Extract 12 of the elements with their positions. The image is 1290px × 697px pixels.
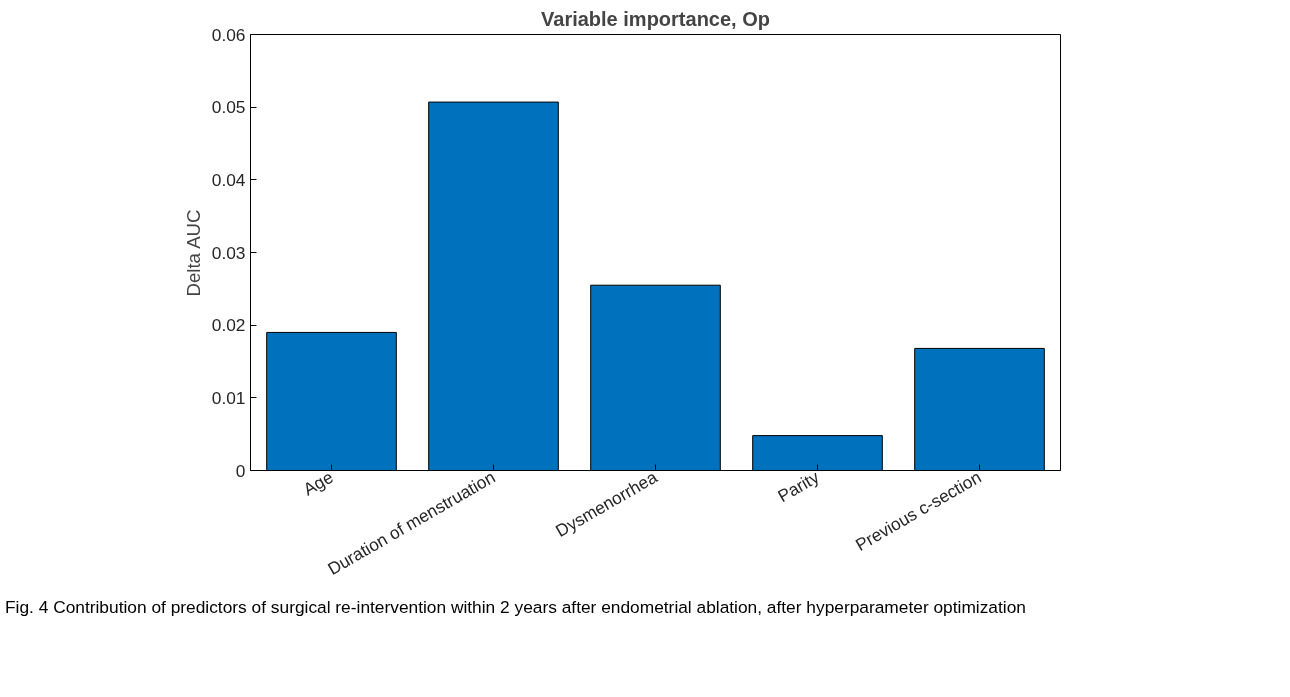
caption: Fig. 4 Contribution of predictors of surgical re-intervention within 2 years after endometrial ablation, after hyperparameter optimization (5, 596, 1026, 619)
x-tick-label: Parity (774, 466, 823, 507)
y-tick-label: 0.01 (211, 387, 246, 408)
y-tick-label: 0.02 (211, 315, 246, 336)
y-tick-label: 0.06 (211, 24, 246, 45)
y-tick-label: 0 (235, 460, 246, 481)
chart-title: Variable importance, Op (541, 7, 770, 30)
y-axis-title: Delta AUC (182, 209, 204, 297)
x-tick-label: Age (299, 466, 337, 500)
y-tick-label: 0.03 (211, 242, 246, 263)
y-tick-label: 0.04 (211, 169, 246, 190)
y-tick-label: 0.05 (211, 97, 246, 118)
